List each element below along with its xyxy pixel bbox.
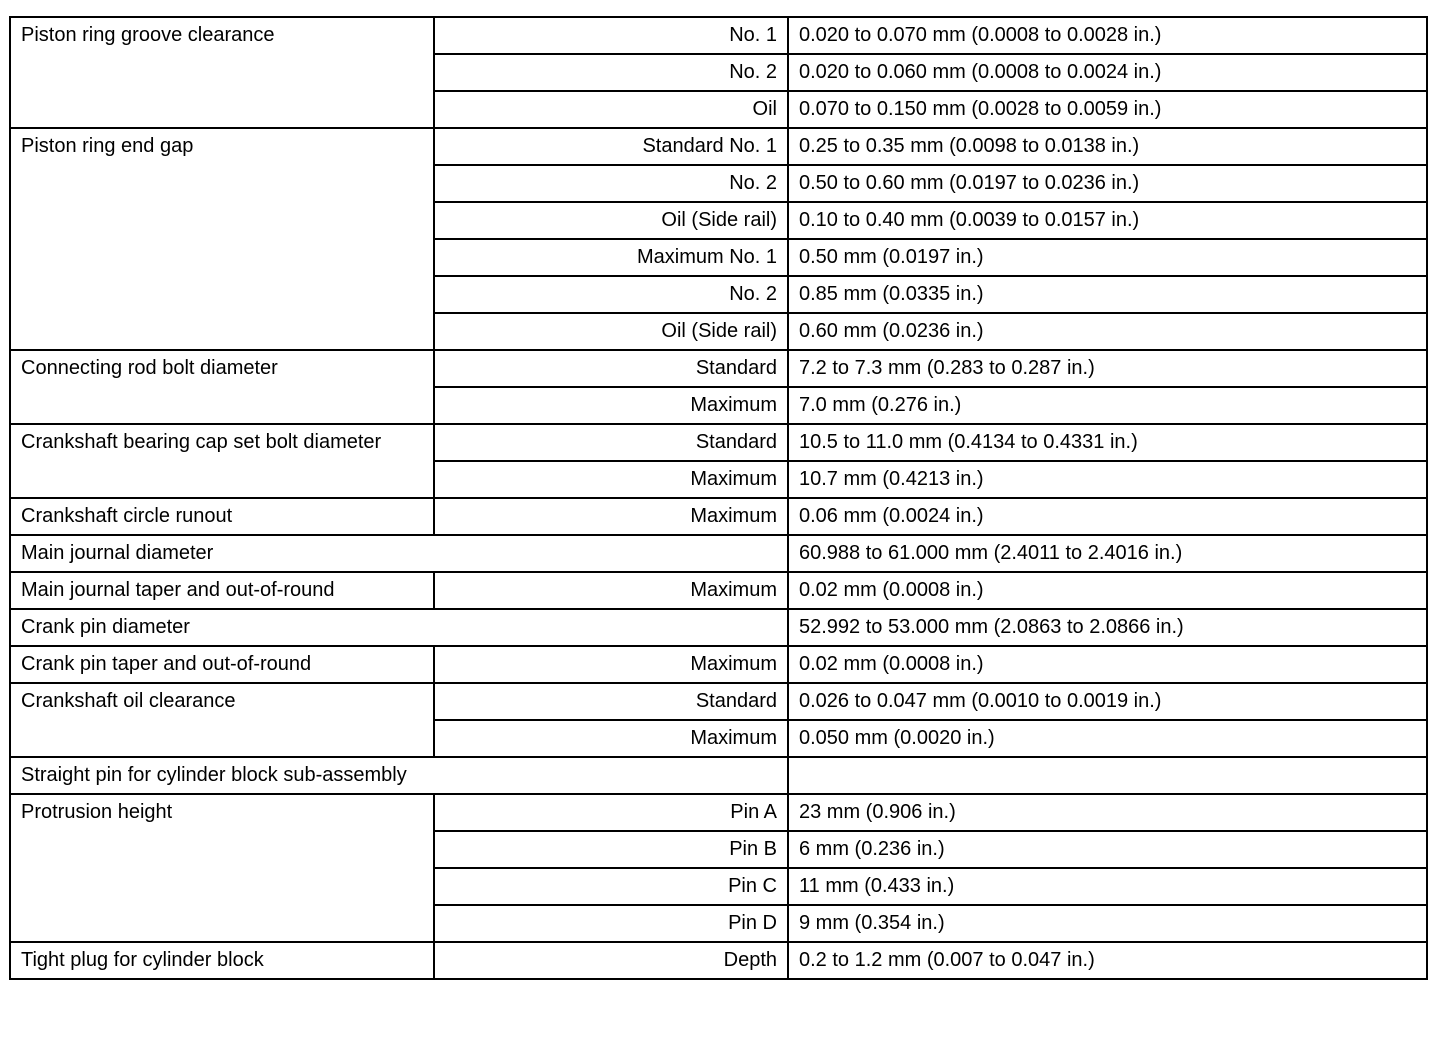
spec-condition: Maximum	[433, 645, 789, 684]
table-row: Main journal taper and out-of-round Maxim…	[9, 571, 1428, 610]
spec-value: 0.50 to 0.60 mm (0.0197 to 0.0236 in.)	[787, 164, 1428, 203]
table-row: Tight plug for cylinder block Depth 0.2 to…	[9, 941, 1428, 980]
spec-condition: Maximum	[433, 719, 789, 758]
spec-label: Piston ring end gap	[9, 127, 435, 351]
table-row: Maximum 7.0 mm (0.276 in.)	[10, 386, 1428, 425]
spec-value: 0.2 to 1.2 mm (0.007 to 0.047 in.)	[787, 941, 1428, 980]
spec-condition: Maximum	[433, 386, 789, 425]
spec-label: Piston ring groove clearance	[9, 16, 435, 129]
spec-condition: Maximum	[433, 497, 789, 536]
spec-value	[787, 756, 1428, 795]
spec-condition: Pin C	[433, 867, 789, 906]
table-row: Maximum 10.7 mm (0.4213 in.)	[10, 460, 1428, 499]
table-row: Crankshaft oil clearance Standard 0.026 to…	[9, 682, 1428, 758]
spec-condition: No. 2	[433, 275, 789, 314]
spec-condition: Maximum	[433, 460, 789, 499]
table-row: Maximum No. 1 0.50 mm (0.0197 in.)	[10, 238, 1428, 277]
spec-condition: Standard	[433, 682, 789, 721]
table-row: Maximum 0.050 mm (0.0020 in.)	[10, 719, 1428, 758]
spec-value: 6 mm (0.236 in.)	[787, 830, 1428, 869]
table-row: No. 2 0.85 mm (0.0335 in.)	[10, 275, 1428, 314]
spec-value: 0.02 mm (0.0008 in.)	[787, 571, 1428, 610]
spec-value: 52.992 to 53.000 mm (2.0863 to 2.0866 in…	[787, 608, 1428, 647]
table-row: Crank pin taper and out-of-round Maximum 0…	[9, 645, 1428, 684]
spec-value: 10.7 mm (0.4213 in.)	[787, 460, 1428, 499]
spec-condition: Pin A	[433, 793, 789, 832]
spec-value: 0.50 mm (0.0197 in.)	[787, 238, 1428, 277]
spec-value: 0.25 to 0.35 mm (0.0098 to 0.0138 in.)	[787, 127, 1428, 166]
spec-label: Main journal diameter	[9, 534, 789, 573]
table-row: Piston ring end gap Standard No. 1 0.25 to…	[9, 127, 1428, 351]
table-row: Crankshaft bearing cap set bolt diameter…	[9, 423, 1428, 499]
spec-label: Connecting rod bolt diameter	[9, 349, 435, 425]
spec-condition: No. 2	[433, 53, 789, 92]
spec-condition: Standard No. 1	[433, 127, 789, 166]
spec-label: Tight plug for cylinder block	[9, 941, 435, 980]
spec-value: 0.020 to 0.060 mm (0.0008 to 0.0024 in.)	[787, 53, 1428, 92]
spec-value: 0.026 to 0.047 mm (0.0010 to 0.0019 in.)	[787, 682, 1428, 721]
spec-value: 0.02 mm (0.0008 in.)	[787, 645, 1428, 684]
spec-condition: Maximum No. 1	[433, 238, 789, 277]
table-row: Oil (Side rail) 0.60 mm (0.0236 in.)	[10, 312, 1428, 351]
table-row: Oil (Side rail) 0.10 to 0.40 mm (0.0039 t…	[10, 201, 1428, 240]
spec-label: Crankshaft circle runout	[9, 497, 435, 536]
spec-value: 0.06 mm (0.0024 in.)	[787, 497, 1428, 536]
spec-condition: Oil (Side rail)	[433, 312, 789, 351]
spec-value: 60.988 to 61.000 mm (2.4011 to 2.4016 in…	[787, 534, 1428, 573]
table-row: Connecting rod bolt diameter Standard 7.2 …	[9, 349, 1428, 425]
table-row: No. 2 0.020 to 0.060 mm (0.0008 to 0.0024…	[10, 53, 1428, 92]
table-row: Pin C 11 mm (0.433 in.)	[10, 867, 1428, 906]
spec-label: Crankshaft bearing cap set bolt diameter	[9, 423, 435, 499]
spec-value: 0.020 to 0.070 mm (0.0008 to 0.0028 in.)	[787, 16, 1428, 55]
spec-condition: Oil (Side rail)	[433, 201, 789, 240]
spec-value: 0.070 to 0.150 mm (0.0028 to 0.0059 in.)	[787, 90, 1428, 129]
spec-value: 0.050 mm (0.0020 in.)	[787, 719, 1428, 758]
spec-value: 7.0 mm (0.276 in.)	[787, 386, 1428, 425]
spec-condition: Maximum	[433, 571, 789, 610]
spec-condition: Standard	[433, 349, 789, 388]
spec-condition: Pin B	[433, 830, 789, 869]
specification-table: Piston ring groove clearance No. 1 0.020 t…	[9, 16, 1428, 980]
table-row: Protrusion height Pin A 23 mm (0.906 in.)	[9, 793, 1428, 943]
spec-value: 23 mm (0.906 in.)	[787, 793, 1428, 832]
table-row: Crank pin diameter 52.992 to 53.000 mm (2…	[9, 608, 1428, 647]
spec-label: Crank pin diameter	[9, 608, 789, 647]
table-row: Piston ring groove clearance No. 1 0.020 t…	[9, 16, 1428, 129]
spec-condition: Depth	[433, 941, 789, 980]
table-row: Oil 0.070 to 0.150 mm (0.0028 to 0.0059 i…	[10, 90, 1428, 129]
spec-value: 10.5 to 11.0 mm (0.4134 to 0.4331 in.)	[787, 423, 1428, 462]
spec-condition: Standard	[433, 423, 789, 462]
spec-value: 9 mm (0.354 in.)	[787, 904, 1428, 943]
spec-label: Crank pin taper and out-of-round	[9, 645, 435, 684]
table-row: Straight pin for cylinder block sub-asse…	[9, 756, 1428, 795]
spec-label: Straight pin for cylinder block sub-asse…	[9, 756, 789, 795]
spec-condition: Pin D	[433, 904, 789, 943]
spec-value: 11 mm (0.433 in.)	[787, 867, 1428, 906]
spec-label: Main journal taper and out-of-round	[9, 571, 435, 610]
spec-value: 0.60 mm (0.0236 in.)	[787, 312, 1428, 351]
table-row: Crankshaft circle runout Maximum 0.06 mm (…	[9, 497, 1428, 536]
table-row: Main journal diameter 60.988 to 61.000 mm…	[9, 534, 1428, 573]
spec-value: 7.2 to 7.3 mm (0.283 to 0.287 in.)	[787, 349, 1428, 388]
spec-condition: No. 1	[433, 16, 789, 55]
spec-value: 0.10 to 0.40 mm (0.0039 to 0.0157 in.)	[787, 201, 1428, 240]
spec-condition: No. 2	[433, 164, 789, 203]
table-row: No. 2 0.50 to 0.60 mm (0.0197 to 0.0236 i…	[10, 164, 1428, 203]
spec-value: 0.85 mm (0.0335 in.)	[787, 275, 1428, 314]
specification-table-body: Piston ring groove clearance No. 1 0.020 t…	[9, 16, 1428, 980]
spec-condition: Oil	[433, 90, 789, 129]
spec-label: Protrusion height	[9, 793, 435, 943]
spec-label: Crankshaft oil clearance	[9, 682, 435, 758]
